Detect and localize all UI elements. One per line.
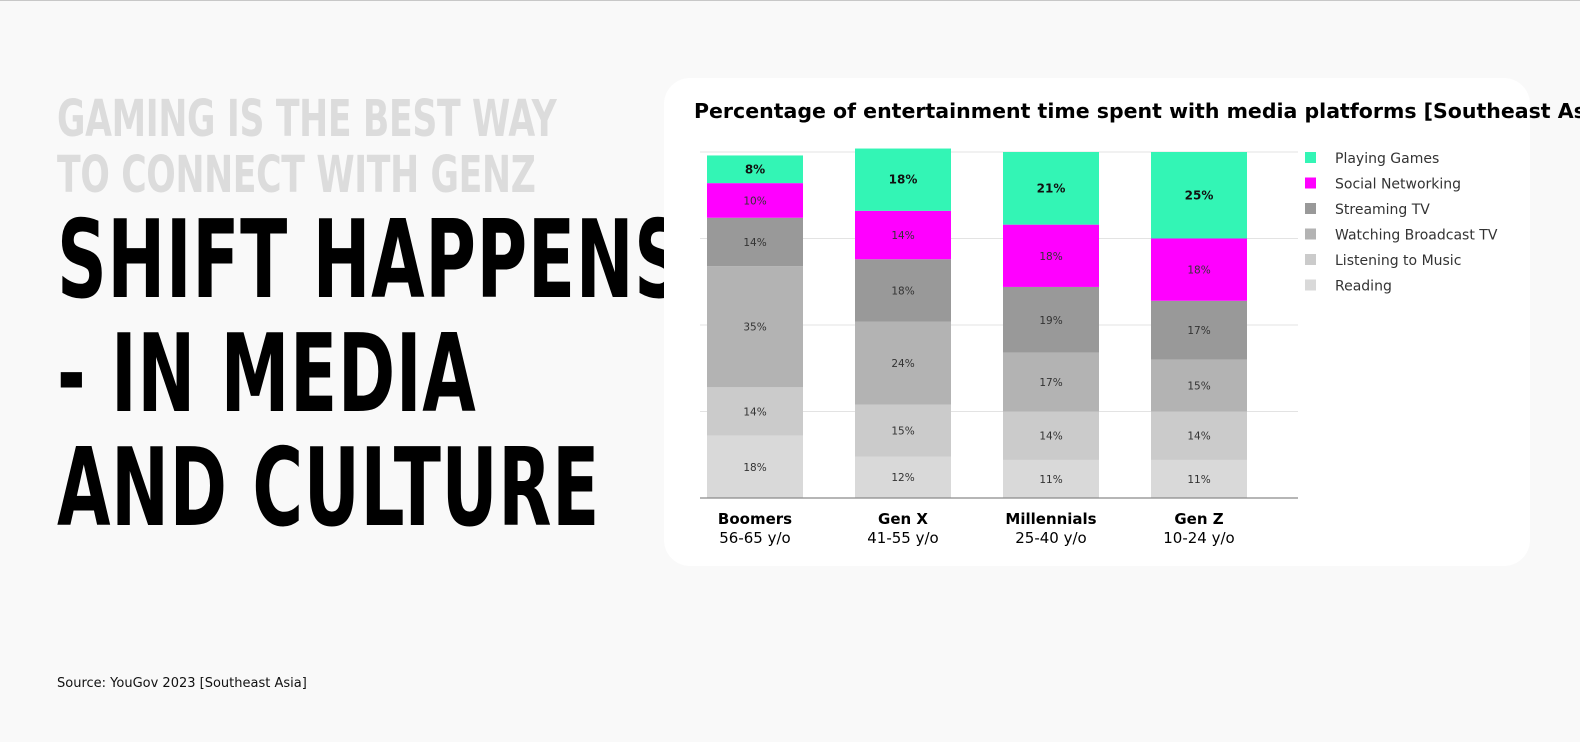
data-label: 18%: [889, 173, 918, 187]
bar-segment: [855, 148, 951, 211]
bar-segment: [1003, 152, 1099, 225]
legend-swatch: [1305, 254, 1316, 265]
page-headline: SHIFT HAPPENS - IN MEDIA AND CULTURE: [57, 204, 685, 546]
headline-line-3: AND CULTURE: [57, 426, 600, 551]
legend-label: Watching Broadcast TV: [1335, 228, 1498, 244]
data-label: 18%: [743, 462, 766, 474]
bar-segment: [1151, 359, 1247, 412]
data-label: 8%: [745, 162, 765, 176]
bar-segment: [1003, 459, 1099, 498]
bar-segment: [1003, 286, 1099, 353]
x-tick-label: Gen Z: [1174, 510, 1223, 528]
data-label: 24%: [891, 358, 914, 370]
data-label: 12%: [891, 472, 914, 484]
bar-segment: [707, 183, 803, 218]
data-label: 18%: [1039, 251, 1062, 263]
bar-segment: [1003, 411, 1099, 460]
data-label: 11%: [1187, 474, 1210, 486]
data-label: 21%: [1037, 181, 1066, 195]
chart-card: Percentage of entertainment time spent w…: [664, 78, 1580, 566]
bar-segment: [855, 259, 951, 322]
bar-segment: [707, 387, 803, 436]
data-label: 25%: [1185, 188, 1214, 202]
top-divider: [0, 0, 1580, 1]
legend-label: Reading: [1335, 279, 1392, 295]
bar-segment: [707, 435, 803, 498]
x-tick-label: Gen X: [878, 510, 928, 528]
data-label: 15%: [891, 426, 914, 438]
chart-title: Percentage of entertainment time spent w…: [694, 99, 1580, 123]
bar-segment: [1151, 152, 1247, 239]
legend-label: Streaming TV: [1335, 202, 1430, 218]
kicker-line-1: GAMING IS THE BEST WAY: [57, 90, 557, 149]
data-label: 18%: [1187, 265, 1210, 277]
x-tick-sublabel: 56-65 y/o: [719, 529, 790, 547]
data-label: 17%: [1039, 377, 1062, 389]
legend-label: Listening to Music: [1335, 253, 1461, 269]
kicker-heading: GAMING IS THE BEST WAY TO CONNECT WITH G…: [57, 90, 557, 205]
bar-segment: [1003, 224, 1099, 287]
data-label: 18%: [891, 285, 914, 297]
legend-swatch: [1305, 279, 1316, 291]
legend-swatch: [1305, 228, 1316, 240]
headline-line-2: - IN MEDIA: [57, 312, 477, 437]
x-tick-sublabel: 41-55 y/o: [867, 529, 938, 547]
data-label: 14%: [891, 230, 914, 242]
headline-line-1: SHIFT HAPPENS: [57, 198, 685, 323]
data-label: 14%: [1039, 431, 1062, 443]
data-label: 19%: [1039, 315, 1062, 327]
data-label: 35%: [743, 322, 766, 334]
bar-segment: [855, 210, 951, 260]
legend-swatch: [1305, 177, 1316, 189]
legend-label: Social Networking: [1335, 177, 1461, 193]
bar-segment: [1151, 238, 1247, 301]
x-tick-sublabel: 25-40 y/o: [1015, 529, 1086, 547]
x-tick-label: Boomers: [718, 510, 792, 528]
data-label: 14%: [743, 237, 766, 249]
bar-segment: [1151, 459, 1247, 498]
kicker-line-2: TO CONNECT WITH GENZ: [57, 146, 536, 205]
bar-segment: [1151, 300, 1247, 360]
x-tick-label: Millennials: [1005, 510, 1096, 528]
data-label: 14%: [1187, 431, 1210, 443]
legend-label: Playing Games: [1335, 151, 1439, 167]
data-label: 17%: [1187, 325, 1210, 337]
data-label: 14%: [743, 407, 766, 419]
source-note: Source: YouGov 2023 [Southeast Asia]: [57, 676, 307, 691]
bar-segment: [855, 404, 951, 457]
legend-swatch: [1305, 203, 1316, 214]
data-label: 10%: [743, 195, 766, 207]
bar-segment: [707, 266, 803, 388]
x-tick-sublabel: 10-24 y/o: [1163, 529, 1234, 547]
bar-segment: [1003, 352, 1099, 412]
data-label: 11%: [1039, 474, 1062, 486]
bar-segment: [707, 155, 803, 184]
legend-swatch: [1305, 152, 1316, 163]
bar-segment: [855, 321, 951, 405]
data-label: 15%: [1187, 381, 1210, 393]
bar-segment: [855, 456, 951, 498]
bar-segment: [707, 217, 803, 267]
bar-segment: [1151, 411, 1247, 460]
